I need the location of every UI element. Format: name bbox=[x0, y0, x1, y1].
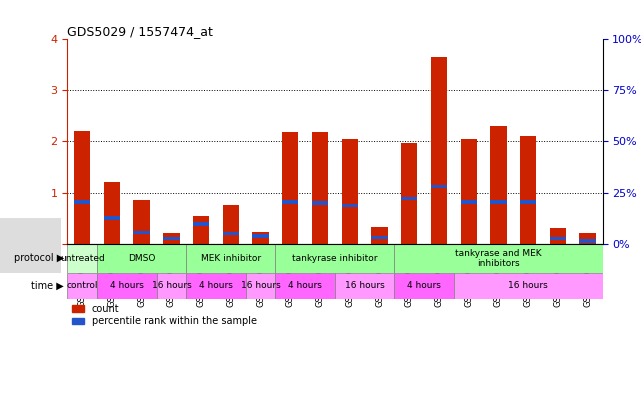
Text: MEK inhibitor: MEK inhibitor bbox=[201, 254, 261, 263]
Bar bbox=[401, 197, 417, 200]
Text: tankyrase and MEK
inhibitors: tankyrase and MEK inhibitors bbox=[455, 249, 542, 268]
Bar bbox=[67, 244, 97, 273]
Bar bbox=[193, 222, 210, 226]
Text: protocol ▶: protocol ▶ bbox=[14, 253, 64, 263]
Bar bbox=[401, 143, 417, 244]
Bar bbox=[97, 244, 187, 273]
Bar bbox=[550, 228, 566, 244]
Bar bbox=[246, 273, 276, 299]
Text: 4 hours: 4 hours bbox=[407, 281, 441, 290]
Bar bbox=[133, 200, 150, 244]
Bar bbox=[187, 273, 246, 299]
Bar bbox=[312, 201, 328, 205]
Bar bbox=[163, 237, 179, 241]
Bar bbox=[276, 273, 335, 299]
Bar bbox=[282, 132, 299, 244]
Bar bbox=[520, 136, 537, 244]
Bar bbox=[67, 273, 97, 299]
Bar bbox=[431, 57, 447, 244]
Legend: count, percentile rank within the sample: count, percentile rank within the sample bbox=[72, 303, 256, 327]
Bar bbox=[371, 236, 388, 239]
Text: 16 hours: 16 hours bbox=[508, 281, 548, 290]
Bar bbox=[104, 182, 120, 244]
Bar bbox=[490, 126, 506, 244]
Bar bbox=[460, 200, 477, 204]
Bar bbox=[394, 273, 454, 299]
Text: 16 hours: 16 hours bbox=[151, 281, 191, 290]
Text: untreated: untreated bbox=[60, 254, 104, 263]
Bar bbox=[490, 200, 506, 204]
Bar bbox=[371, 227, 388, 244]
Text: DMSO: DMSO bbox=[128, 254, 155, 263]
Bar bbox=[253, 234, 269, 238]
Bar bbox=[550, 237, 566, 241]
Text: time ▶: time ▶ bbox=[31, 281, 64, 291]
Bar bbox=[104, 216, 120, 220]
Bar bbox=[460, 140, 477, 244]
Bar bbox=[97, 273, 156, 299]
Bar bbox=[276, 244, 394, 273]
Bar bbox=[74, 200, 90, 204]
Text: 4 hours: 4 hours bbox=[288, 281, 322, 290]
Bar bbox=[133, 231, 150, 234]
Bar bbox=[312, 132, 328, 244]
Bar bbox=[193, 215, 210, 244]
Text: 4 hours: 4 hours bbox=[110, 281, 144, 290]
Bar bbox=[579, 239, 596, 243]
Bar bbox=[520, 200, 537, 204]
Text: control: control bbox=[67, 281, 98, 290]
Bar bbox=[454, 273, 603, 299]
Text: tankyrase inhibitor: tankyrase inhibitor bbox=[292, 254, 378, 263]
Bar bbox=[579, 233, 596, 244]
Bar bbox=[253, 232, 269, 244]
Bar bbox=[394, 244, 603, 273]
Bar bbox=[342, 204, 358, 207]
Text: 16 hours: 16 hours bbox=[241, 281, 281, 290]
Bar bbox=[222, 231, 239, 235]
Bar bbox=[222, 205, 239, 244]
Bar bbox=[431, 185, 447, 188]
Bar bbox=[163, 233, 179, 244]
Bar bbox=[282, 200, 299, 204]
Bar bbox=[342, 139, 358, 244]
Bar bbox=[335, 273, 394, 299]
Bar bbox=[156, 273, 187, 299]
Bar bbox=[74, 131, 90, 244]
Text: 16 hours: 16 hours bbox=[345, 281, 385, 290]
Text: GDS5029 / 1557474_at: GDS5029 / 1557474_at bbox=[67, 25, 213, 38]
Text: 4 hours: 4 hours bbox=[199, 281, 233, 290]
Bar bbox=[187, 244, 276, 273]
